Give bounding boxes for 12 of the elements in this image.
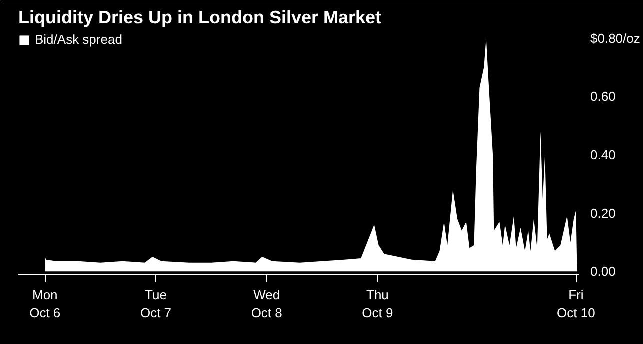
legend-label: Bid/Ask spread [35,32,122,47]
x-tick-label: Mon Oct 6 [30,288,61,320]
y-tick-label: 0.60 [590,89,616,104]
x-tick-label: Thu Oct 9 [362,288,394,320]
y-tick-label: 0.20 [590,206,616,221]
y-tick-label: 0.00 [590,264,616,280]
chart-title: Liquidity Dries Up in London Silver Market [18,8,382,28]
x-tick-label: Tue Oct 7 [140,288,172,320]
x-tick-label: Wed Oct 8 [251,288,282,320]
y-tick-label: 0.40 [590,147,616,162]
x-tick-label: Fri Oct 10 [557,288,596,320]
y-tick-label: $0.80/oz [590,30,640,46]
